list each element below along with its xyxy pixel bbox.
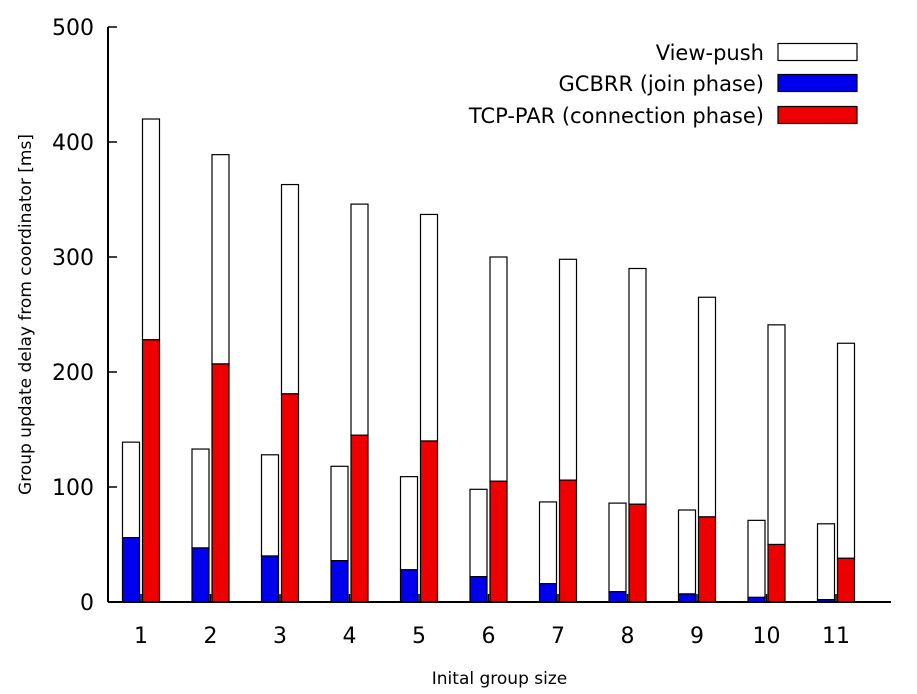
bar-tcppar-connection [419, 440, 439, 603]
bar-gcbrr-join [608, 591, 627, 603]
bar-tcppar-viewpush [697, 296, 717, 518]
y-tick-label: 400 [52, 131, 94, 156]
bar-tcppar-connection [558, 479, 578, 603]
bar-tcppar-viewpush [211, 154, 230, 365]
x-tick-label: 8 [621, 624, 635, 649]
bar-tcppar-viewpush [628, 267, 647, 505]
bar-gcbrr-join [399, 569, 419, 603]
bar-gcbrr-viewpush [538, 501, 558, 585]
bar-tcppar-viewpush [836, 342, 856, 559]
x-tick-label: 11 [822, 624, 850, 649]
bar-tcppar-viewpush [558, 258, 578, 481]
bar-tcppar-connection [767, 543, 786, 603]
bar-gcbrr-viewpush [121, 441, 141, 539]
bar-gcbrr-join [469, 576, 488, 603]
bar-gcbrr-viewpush [469, 488, 488, 578]
legend-swatch [777, 105, 858, 125]
bar-tcppar-connection [836, 557, 856, 603]
bar-gcbrr-viewpush [330, 465, 349, 562]
bar-tcppar-connection [350, 434, 369, 603]
bar-gcbrr-join [121, 536, 141, 603]
bar-tcppar-viewpush [280, 183, 300, 395]
ticks-layer: 1 2 3 4 5 6 7 8 9 10 11 0 100 200 300 400 500 [52, 16, 850, 649]
x-tick-label: 9 [690, 624, 704, 649]
y-tick-label: 500 [52, 16, 94, 41]
y-tick-label: 0 [80, 591, 94, 616]
bar-gcbrr-viewpush [816, 523, 836, 601]
x-tick-label: 1 [134, 624, 148, 649]
bar-tcppar-connection [697, 516, 717, 603]
bar-tcppar-viewpush [489, 256, 508, 482]
x-tick-label: 2 [204, 624, 218, 649]
legend-swatch [777, 73, 858, 93]
bar-tcppar-viewpush [767, 324, 786, 546]
bar-tcppar-connection [141, 339, 161, 603]
x-tick-label: 3 [273, 624, 287, 649]
bar-tcppar-viewpush [141, 118, 161, 341]
bar-gcbrr-join [191, 547, 210, 603]
x-tick-label: 4 [343, 624, 357, 649]
bar-tcppar-viewpush [419, 213, 439, 442]
bars-layer [121, 118, 856, 603]
axes-layer [107, 27, 891, 603]
bar-tcppar-viewpush [350, 203, 369, 436]
bar-gcbrr-viewpush [260, 454, 280, 557]
bar-gcbrr-viewpush [677, 509, 697, 595]
x-tick-label: 6 [482, 624, 496, 649]
bar-gcbrr-join [538, 582, 558, 603]
bar-gcbrr-join [677, 593, 697, 603]
bar-gcbrr-viewpush [191, 448, 210, 549]
bar-gcbrr-viewpush [608, 502, 627, 593]
bar-gcbrr-join [260, 555, 280, 603]
x-tick-label: 10 [753, 624, 781, 649]
y-tick-label: 200 [52, 361, 94, 386]
legend-label: TCP-PAR (connection phase) [468, 104, 764, 128]
y-tick-label: 300 [52, 246, 94, 271]
bar-tcppar-connection [280, 393, 300, 603]
y-axis-title: Group update delay from coordinator [ms] [16, 134, 36, 495]
y-tick-label: 100 [52, 476, 94, 501]
legend-swatch [777, 42, 858, 62]
bar-tcppar-connection [211, 363, 230, 603]
x-tick-label: 5 [412, 624, 426, 649]
bar-tcppar-connection [628, 503, 647, 603]
bar-gcbrr-viewpush [399, 476, 419, 571]
bar-tcppar-connection [489, 480, 508, 603]
legend: View-push GCBRR (join phase) TCP-PAR (conn… [468, 41, 858, 128]
bar-gcbrr-viewpush [747, 519, 766, 598]
x-axis-title: Inital group size [432, 669, 567, 689]
legend-label: GCBRR (join phase) [559, 72, 764, 96]
bar-gcbrr-join [330, 559, 349, 603]
legend-label: View-push [656, 41, 764, 65]
x-tick-label: 7 [551, 624, 565, 649]
